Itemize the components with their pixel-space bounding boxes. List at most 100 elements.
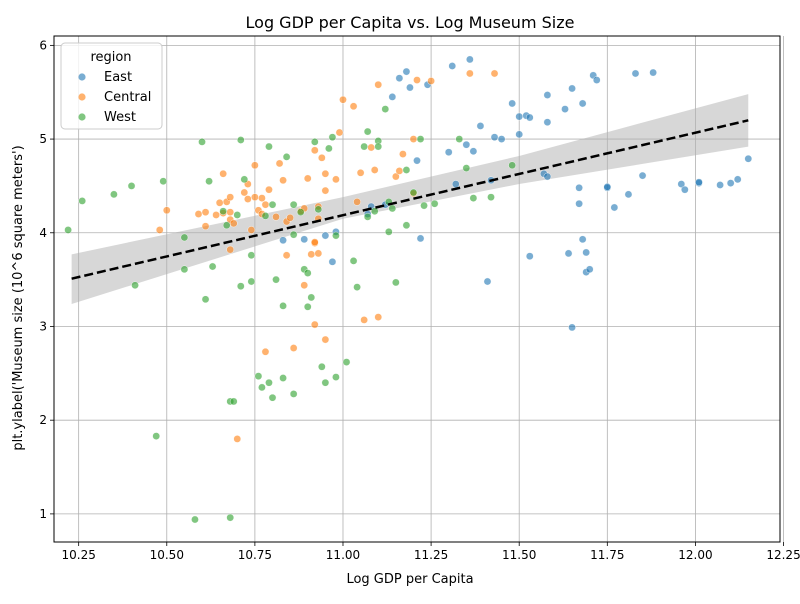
x-tick-label: 12.25: [766, 548, 800, 562]
data-point-west: [325, 144, 333, 153]
data-point-west: [402, 166, 411, 174]
data-point-central: [392, 172, 400, 181]
data-point-west: [328, 133, 337, 141]
data-point-central: [261, 200, 270, 209]
data-point-east: [300, 235, 309, 244]
data-point-west: [279, 302, 287, 310]
data-point-central: [399, 150, 407, 158]
data-point-central: [466, 69, 474, 78]
data-point-west: [219, 207, 227, 216]
data-point-central: [226, 208, 235, 216]
data-point-central: [374, 313, 383, 321]
data-point-west: [332, 373, 340, 381]
data-point-east: [568, 323, 576, 332]
data-point-east: [497, 135, 506, 143]
data-point-west: [307, 293, 316, 302]
data-point-west: [310, 138, 319, 146]
data-point-west: [198, 138, 206, 146]
data-point-west: [247, 277, 256, 286]
data-point-central: [201, 208, 210, 216]
data-point-central: [300, 281, 309, 290]
data-point-west: [374, 142, 383, 151]
y-tick-label: 2: [39, 413, 47, 427]
x-tick-label: 10.25: [61, 548, 95, 562]
data-point-east: [279, 236, 287, 245]
y-tick-label: 3: [39, 319, 47, 333]
data-point-east: [592, 76, 601, 84]
data-point-west: [321, 378, 330, 387]
x-axis-label: Log GDP per Capita: [346, 572, 473, 587]
data-point-east: [582, 248, 590, 257]
data-point-west: [370, 207, 379, 216]
data-point-east: [483, 277, 492, 286]
data-point-west: [508, 161, 516, 170]
data-point-west: [247, 251, 256, 260]
data-point-east: [578, 235, 587, 244]
data-point-east: [568, 84, 576, 93]
data-point-west: [363, 127, 372, 136]
plot-frame: [53, 35, 781, 543]
data-point-west: [342, 358, 351, 366]
data-point-east: [681, 185, 689, 194]
y-tick-label: 4: [39, 226, 47, 240]
y-tick-label: 6: [39, 38, 47, 52]
data-point-west: [353, 283, 361, 291]
data-point-central: [413, 76, 421, 84]
legend-label-central: Central: [104, 90, 151, 105]
trend-line: [71, 119, 749, 280]
data-point-west: [229, 397, 238, 406]
data-point-west: [303, 269, 312, 277]
data-point-west: [388, 204, 397, 213]
data-point-central: [240, 188, 249, 197]
data-point-central: [335, 128, 344, 137]
y-tick-label: 5: [39, 132, 47, 146]
data-point-east: [603, 183, 612, 191]
data-point-east: [695, 178, 703, 186]
data-point-central: [310, 320, 319, 329]
data-point-central: [303, 174, 312, 183]
data-point-east: [631, 69, 640, 78]
data-point-east: [448, 62, 457, 70]
data-point-central: [279, 176, 287, 185]
data-point-west: [392, 278, 400, 287]
data-point-central: [321, 186, 330, 195]
data-point-west: [272, 275, 280, 284]
data-point-west: [303, 303, 312, 311]
legend-marker-west: [78, 113, 86, 121]
data-point-central: [409, 135, 418, 143]
data-point-central: [321, 335, 330, 344]
data-point-central: [233, 435, 242, 443]
data-point-west: [226, 513, 235, 522]
data-point-central: [332, 175, 340, 184]
data-point-west: [385, 228, 393, 236]
data-point-east: [413, 156, 421, 165]
data-point-west: [180, 265, 189, 274]
data-point-east: [561, 105, 569, 113]
data-point-central: [265, 185, 273, 194]
data-point-west: [254, 372, 263, 380]
data-point-west: [349, 257, 358, 265]
data-point-west: [240, 175, 249, 184]
data-point-east: [451, 180, 460, 188]
data-point-central: [321, 169, 330, 178]
data-point-central: [349, 102, 358, 111]
data-points: [64, 55, 753, 524]
legend-box: [60, 42, 163, 130]
data-point-east: [543, 118, 552, 127]
data-point-west: [455, 135, 464, 143]
data-point-west: [152, 432, 161, 440]
data-point-east: [677, 180, 686, 188]
data-point-central: [201, 222, 210, 231]
data-point-east: [321, 231, 330, 240]
data-point-east: [610, 203, 619, 212]
data-point-west: [487, 193, 495, 201]
data-point-east: [543, 91, 552, 99]
data-point-east: [490, 133, 499, 141]
data-point-central: [356, 169, 365, 177]
data-point-central: [162, 206, 171, 215]
data-point-west: [282, 153, 291, 161]
data-point-east: [726, 179, 735, 187]
y-axis-ticks: 1 2 3 4 5 6: [39, 38, 54, 521]
data-point-west: [381, 105, 390, 113]
